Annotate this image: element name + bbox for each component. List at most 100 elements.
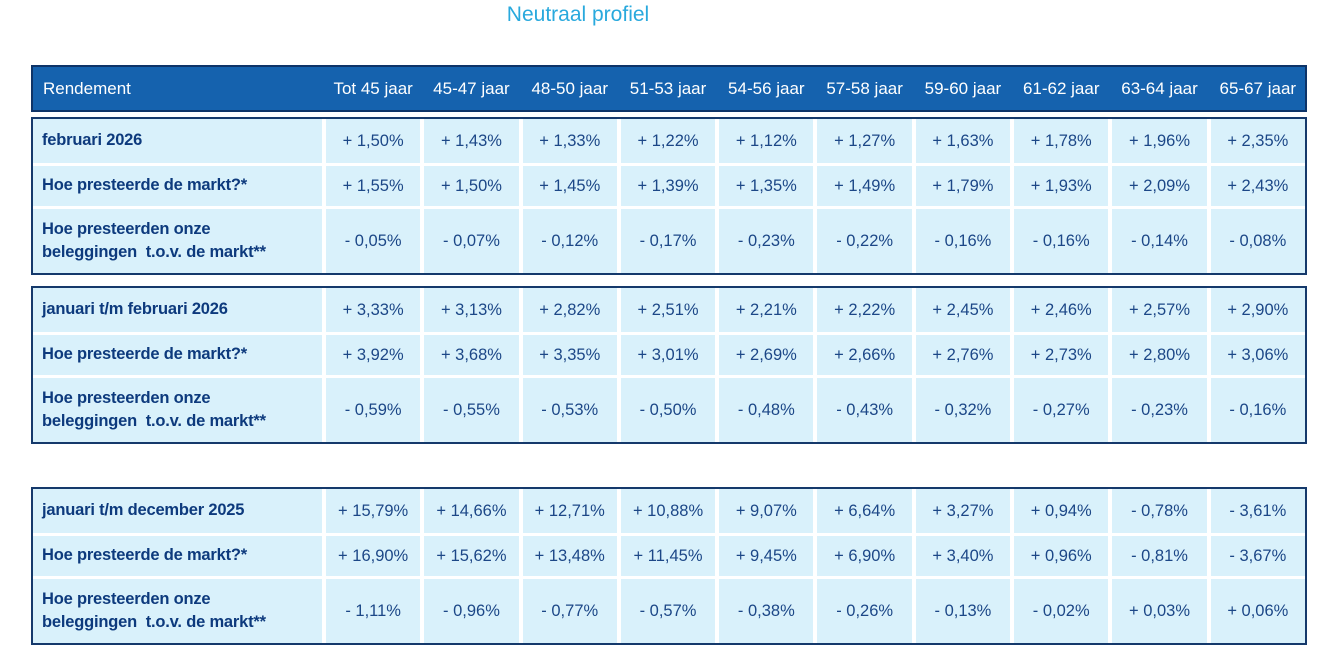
- table-row: Hoe presteerde de markt?* + 1,55% + 1,50% +…: [33, 166, 1305, 206]
- row-label: Hoe presteerden onze beleggingen t.o.v. …: [33, 579, 322, 643]
- value-cell: - 0,50%: [620, 378, 716, 442]
- value-cell: + 1,50%: [326, 119, 421, 163]
- value-cell: - 1,11%: [326, 579, 421, 643]
- table-row: Hoe presteerden onze beleggingen t.o.v. …: [33, 378, 1305, 442]
- table-row: Hoe presteerden onze beleggingen t.o.v. …: [33, 579, 1305, 643]
- value-cell: + 2,43%: [1210, 166, 1305, 206]
- header-cell-59-60-jaar: 59-60 jaar: [924, 78, 1002, 98]
- header-cell-63-64-jaar: 63-64 jaar: [1121, 78, 1198, 98]
- value-cell: + 16,90%: [326, 536, 421, 576]
- value-cell: - 0,16%: [1014, 209, 1109, 273]
- value-cell: + 1,43%: [424, 119, 519, 163]
- page-title: Neutraal profiel: [506, 3, 650, 26]
- value-cell: + 2,09%: [1112, 166, 1207, 206]
- value-cell: + 3,27%: [915, 489, 1011, 533]
- row-label: Hoe presteerde de markt?*: [33, 335, 322, 375]
- value-cell: + 3,40%: [915, 536, 1011, 576]
- value-cell: + 3,13%: [424, 288, 519, 332]
- value-cell: - 3,61%: [1210, 489, 1305, 533]
- header-cell-54-56-jaar: 54-56 jaar: [728, 78, 805, 98]
- value-cell: + 1,79%: [915, 166, 1011, 206]
- value-cell: + 3,35%: [522, 335, 617, 375]
- value-cell: + 3,92%: [326, 335, 421, 375]
- header-cell-tot-45-jaar: Tot 45 jaar: [333, 78, 413, 98]
- header-cell-57-58-jaar: 57-58 jaar: [826, 78, 903, 98]
- value-cell: - 0,07%: [424, 209, 519, 273]
- value-cell: + 0,94%: [1014, 489, 1109, 533]
- value-cell: + 1,49%: [817, 166, 912, 206]
- table-row: Hoe presteerde de markt?* + 3,92% + 3,68% +…: [33, 335, 1305, 375]
- header-cell-51-53-jaar: 51-53 jaar: [629, 78, 707, 98]
- value-cell: + 1,35%: [719, 166, 814, 206]
- row-label: Hoe presteerden onze beleggingen t.o.v. …: [33, 209, 322, 273]
- table-row: januari t/m december 2025 + 15,79% + 14,66…: [33, 489, 1305, 533]
- value-cell: + 1,50%: [424, 166, 519, 206]
- value-cell: + 13,48%: [522, 536, 617, 576]
- value-cell: - 0,13%: [915, 579, 1011, 643]
- value-cell: - 0,16%: [915, 209, 1011, 273]
- value-cell: + 0,96%: [1014, 536, 1109, 576]
- row-label: januari t/m december 2025: [33, 489, 322, 533]
- value-cell: + 6,90%: [817, 536, 912, 576]
- value-cell: + 2,69%: [719, 335, 814, 375]
- table-row: januari t/m februari 2026 + 3,33% + 3,13% +…: [33, 288, 1305, 332]
- value-cell: + 11,45%: [620, 536, 716, 576]
- value-cell: + 9,07%: [719, 489, 814, 533]
- table-header-row: Rendement Tot 45 jaar 45-47 jaar 48-50 jaar…: [31, 65, 1307, 112]
- value-cell: + 2,35%: [1210, 119, 1305, 163]
- header-cell-61-62-jaar: 61-62 jaar: [1022, 78, 1100, 98]
- value-cell: - 0,48%: [719, 378, 814, 442]
- row-label: Hoe presteerden onze beleggingen t.o.v. …: [33, 378, 322, 442]
- header-cell-48-50-jaar: 48-50 jaar: [531, 78, 609, 98]
- value-cell: - 0,26%: [817, 579, 912, 643]
- row-label: februari 2026: [33, 119, 322, 163]
- value-cell: - 0,38%: [719, 579, 814, 643]
- value-cell: + 2,76%: [915, 335, 1011, 375]
- value-cell: - 3,67%: [1210, 536, 1305, 576]
- value-cell: - 0,12%: [522, 209, 617, 273]
- value-cell: - 0,14%: [1112, 209, 1207, 273]
- table-sections: februari 2026 + 1,50% + 1,43% + 1,33% + 1,22…: [31, 117, 1307, 645]
- value-cell: + 2,46%: [1014, 288, 1109, 332]
- value-cell: - 0,96%: [424, 579, 519, 643]
- value-cell: + 12,71%: [522, 489, 617, 533]
- value-cell: - 0,22%: [817, 209, 912, 273]
- value-cell: - 0,77%: [522, 579, 617, 643]
- row-label: Hoe presteerde de markt?*: [33, 536, 322, 576]
- value-cell: + 2,22%: [817, 288, 912, 332]
- value-cell: - 0,53%: [522, 378, 617, 442]
- table-row: februari 2026 + 1,50% + 1,43% + 1,33% + 1,22…: [33, 119, 1305, 163]
- value-cell: + 2,45%: [915, 288, 1011, 332]
- value-cell: + 0,03%: [1112, 579, 1207, 643]
- value-cell: - 0,32%: [915, 378, 1011, 442]
- returns-table: Rendement Tot 45 jaar 45-47 jaar 48-50 jaar…: [31, 65, 1307, 645]
- value-cell: - 0,23%: [719, 209, 814, 273]
- value-cell: - 0,81%: [1112, 536, 1207, 576]
- value-cell: + 2,66%: [817, 335, 912, 375]
- value-cell: + 2,73%: [1014, 335, 1109, 375]
- header-cell-45-47-jaar: 45-47 jaar: [433, 78, 510, 98]
- value-cell: + 1,39%: [620, 166, 716, 206]
- value-cell: + 3,06%: [1210, 335, 1305, 375]
- row-label: Hoe presteerde de markt?*: [33, 166, 322, 206]
- value-cell: - 0,08%: [1210, 209, 1305, 273]
- value-cell: + 1,93%: [1014, 166, 1109, 206]
- table-row: Hoe presteerden onze beleggingen t.o.v. …: [33, 209, 1305, 273]
- header-cell-65-67-jaar: 65-67 jaar: [1219, 78, 1297, 98]
- period-section-2: januari t/m februari 2026 + 3,33% + 3,13% +…: [31, 286, 1307, 444]
- value-cell: + 2,90%: [1210, 288, 1305, 332]
- value-cell: - 0,55%: [424, 378, 519, 442]
- value-cell: + 9,45%: [719, 536, 814, 576]
- value-cell: + 2,21%: [719, 288, 814, 332]
- value-cell: + 1,78%: [1014, 119, 1109, 163]
- period-section-1: februari 2026 + 1,50% + 1,43% + 1,33% + 1,22…: [31, 117, 1307, 275]
- value-cell: - 0,05%: [326, 209, 421, 273]
- value-cell: + 2,57%: [1112, 288, 1207, 332]
- value-cell: + 15,79%: [326, 489, 421, 533]
- value-cell: + 1,63%: [915, 119, 1011, 163]
- value-cell: - 0,02%: [1014, 579, 1109, 643]
- value-cell: - 0,78%: [1112, 489, 1207, 533]
- value-cell: + 1,12%: [719, 119, 814, 163]
- value-cell: + 14,66%: [424, 489, 519, 533]
